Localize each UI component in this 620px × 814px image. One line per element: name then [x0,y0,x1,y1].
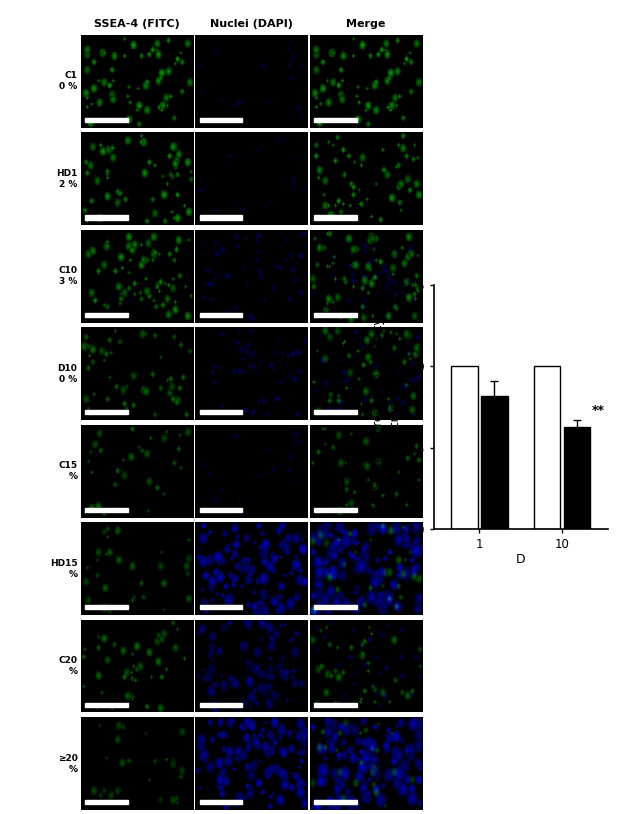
Bar [314,508,356,512]
Bar [564,427,590,529]
Y-axis label: SSEA-4 Fluorescence Intensity
(arbitrary units): SSEA-4 Fluorescence Intensity (arbitrary… [372,317,402,497]
Bar [85,216,128,220]
Bar [200,216,242,220]
Bar [314,118,356,122]
Bar [200,508,242,512]
Bar [314,313,356,317]
Bar [314,410,356,414]
Bar [314,800,356,804]
Text: C10
3 %: C10 3 % [58,266,78,287]
Bar [85,410,128,414]
Text: C20
%: C20 % [58,656,78,676]
Bar [200,606,242,610]
Bar [200,800,242,804]
Bar [200,118,242,122]
Bar [534,366,560,529]
Text: SSEA-4 (FITC): SSEA-4 (FITC) [94,19,179,28]
Text: Merge: Merge [346,19,385,28]
Bar [200,410,242,414]
Bar [85,313,128,317]
Text: C1
0 %: C1 0 % [60,72,78,91]
Bar [85,800,128,804]
Bar [451,366,478,529]
Text: C15
%: C15 % [58,462,78,481]
Bar [314,216,356,220]
Bar [481,396,508,529]
Text: **: ** [591,404,604,417]
Bar [314,702,356,707]
Bar [200,702,242,707]
X-axis label: D: D [516,553,526,566]
Bar [85,118,128,122]
Text: HD1
2 %: HD1 2 % [56,168,78,189]
Text: D10
0 %: D10 0 % [58,364,78,383]
Bar [85,508,128,512]
Text: Nuclei (DAPI): Nuclei (DAPI) [210,19,293,28]
Bar [85,702,128,707]
Bar [85,606,128,610]
Bar [314,606,356,610]
Bar [200,313,242,317]
Text: HD15
%: HD15 % [50,558,78,579]
Text: ≥20
%: ≥20 % [58,754,78,773]
